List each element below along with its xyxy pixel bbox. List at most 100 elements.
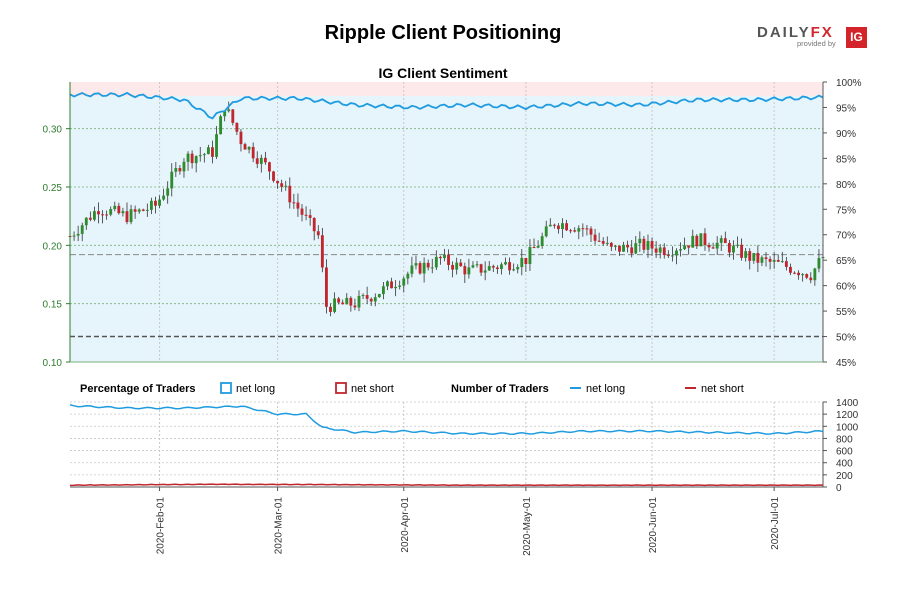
candle-down (748, 251, 752, 261)
candle-up (162, 195, 166, 200)
candle-up (377, 294, 381, 298)
candle-up (149, 200, 153, 210)
candle-up (357, 295, 361, 308)
candle-up (406, 273, 410, 279)
candle-down (288, 185, 292, 203)
candle-up (72, 235, 76, 237)
candle-down (569, 230, 573, 232)
candle-down (479, 264, 483, 273)
candle-up (174, 168, 178, 172)
candle-down (300, 208, 304, 215)
x-tick-label: 2020-Apr-01 (400, 497, 411, 553)
candle-up (487, 266, 491, 271)
traders-net-long-line (69, 404, 824, 436)
candle-down (695, 235, 699, 247)
candle-up (699, 233, 703, 247)
candle-down (365, 295, 369, 299)
candle-down (349, 297, 353, 306)
candle-up (166, 188, 170, 196)
candle-up (381, 286, 385, 295)
y2-tick-label: 60% (836, 282, 856, 293)
candle-down (662, 247, 666, 256)
candle-up (670, 255, 674, 257)
y2-tick-label: 95% (836, 103, 856, 114)
logo-fx-text: FX (810, 24, 834, 41)
candle-down (495, 267, 499, 270)
legend-pct-short-label: net short (351, 383, 394, 395)
candle-down (626, 244, 630, 248)
candle-up (394, 286, 398, 289)
candle-down (369, 298, 373, 302)
candle-down (329, 306, 332, 312)
candle-up (613, 245, 617, 247)
candle-down (703, 233, 707, 245)
candle-down (390, 281, 393, 289)
candle-down (740, 244, 744, 258)
traders-tick-label: 1400 (836, 398, 859, 409)
candle-up (129, 209, 133, 223)
candle-up (247, 146, 251, 150)
y-tick-label: 0.30 (43, 125, 63, 136)
candle-down (178, 168, 182, 172)
candle-down (105, 214, 109, 216)
candle-up (223, 111, 227, 117)
ig-logo-icon: IG (846, 27, 867, 48)
candle-down (797, 272, 801, 276)
candle-down (618, 245, 621, 252)
y-tick-label: 0.25 (43, 183, 63, 194)
candle-up (109, 209, 113, 215)
candle-up (638, 238, 642, 244)
candle-up (679, 249, 682, 251)
candle-down (447, 254, 450, 265)
candle-down (272, 171, 275, 181)
y2-tick-label: 75% (836, 205, 856, 216)
candle-down (784, 261, 788, 267)
candle-up (483, 270, 487, 273)
traders-tick-label: 0 (836, 483, 842, 494)
candle-down (190, 153, 194, 164)
candle-down (341, 302, 345, 305)
candle-down (573, 230, 577, 232)
candle-down (793, 272, 796, 274)
net-long-zone (70, 82, 823, 362)
candle-up (548, 224, 552, 227)
y2-tick-label: 45% (836, 358, 856, 369)
candle-up (414, 263, 418, 266)
candle-up (434, 256, 438, 268)
y-tick-label: 0.20 (43, 241, 63, 252)
candle-down (597, 240, 601, 242)
candle-down (438, 256, 442, 259)
x-tick-label: 2020-May-01 (522, 497, 533, 556)
candle-up (194, 156, 198, 164)
candle-down (711, 247, 715, 249)
candle-down (308, 215, 312, 218)
candle-up (219, 116, 223, 135)
candle-up (170, 171, 174, 189)
traders-tick-label: 800 (836, 434, 853, 445)
y-tick-label: 0.15 (43, 300, 63, 311)
candle-up (772, 259, 776, 262)
candle-up (760, 257, 764, 263)
candle-up (512, 269, 516, 271)
candle-up (121, 211, 125, 214)
candle-up (410, 265, 414, 274)
traders-tick-label: 200 (836, 471, 853, 482)
candle-up (467, 267, 471, 275)
legend-num-short-label: net short (701, 383, 744, 395)
candle-up (691, 235, 695, 248)
candle-up (813, 268, 817, 281)
candle-down (125, 211, 129, 223)
y2-tick-label: 70% (836, 231, 856, 242)
candle-up (84, 217, 88, 226)
candle-down (316, 231, 320, 236)
candle-up (744, 251, 748, 258)
candle-down (101, 214, 104, 216)
legend-num-long-label: net long (586, 383, 625, 395)
candle-up (504, 262, 507, 265)
candle-up (752, 253, 756, 261)
candle-up (780, 261, 784, 263)
legend-pct-header: Percentage of Traders (80, 383, 196, 395)
candle-down (117, 205, 121, 214)
candle-down (756, 253, 760, 263)
candle-down (426, 262, 430, 268)
